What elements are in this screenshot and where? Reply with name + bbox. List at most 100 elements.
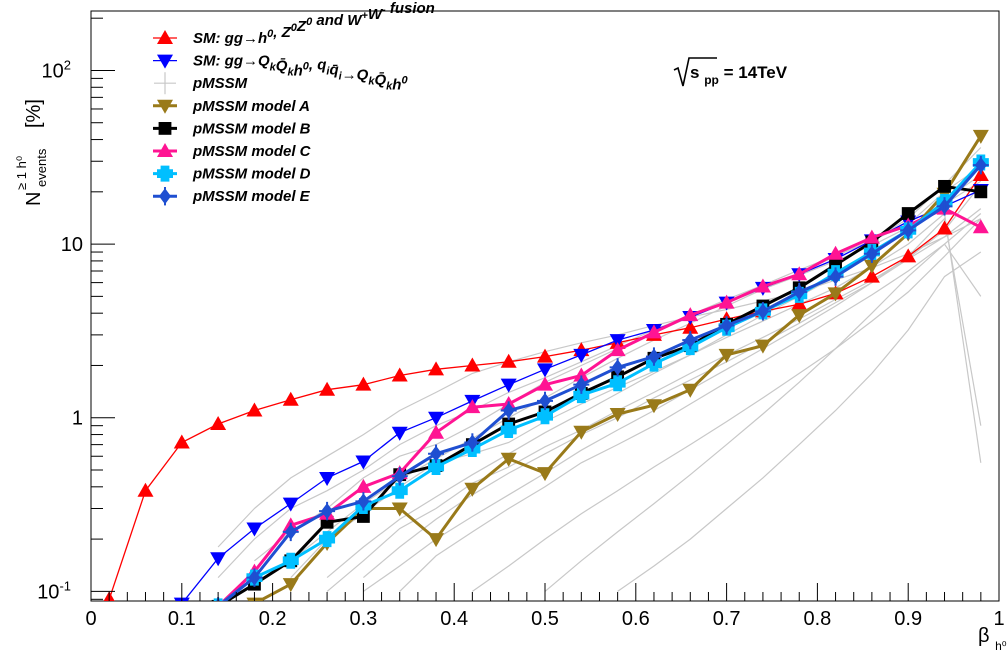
legend-label-B: pMSSM model B xyxy=(192,120,311,137)
legend-entry-sm1: SM: gg→h0, Z0Z0 and W+W- fusion xyxy=(153,0,435,47)
series-point-A xyxy=(754,339,771,354)
x-tick-label: 0 xyxy=(85,608,96,630)
series-point-C xyxy=(682,307,699,322)
legend-entry-E: pMSSM model E xyxy=(153,187,311,206)
legend-entry-D: pMSSM model D xyxy=(153,165,311,183)
legend-label-pmssm: pMSSM xyxy=(192,75,248,92)
series-point-C xyxy=(645,324,662,339)
series-point-sm1 xyxy=(428,361,445,376)
svg-text:s pp = 14TeV: s pp = 14TeV xyxy=(690,63,788,88)
y-axis-title-unit: [%] xyxy=(23,99,45,128)
series-point-E xyxy=(609,358,626,377)
legend-marker-D xyxy=(157,165,173,182)
series-point-C xyxy=(428,424,445,439)
series-point-A xyxy=(609,408,626,423)
series-point-D xyxy=(282,552,299,569)
x-axis-title-main: β xyxy=(978,625,990,647)
series-point-A xyxy=(282,578,299,593)
series-point-E xyxy=(428,444,445,463)
legend-marker-B xyxy=(158,122,172,135)
y-axis-title-sup: ≥ 1 h⁰ xyxy=(14,156,29,190)
series-point-sm1 xyxy=(791,296,808,311)
series-point-D xyxy=(500,421,517,438)
series-point-C xyxy=(791,266,808,281)
series-point-E xyxy=(464,433,481,452)
legend-entry-sm2: SM: gg→QkQ̄kh0, qiq̄i→QkQ̄kh0 xyxy=(153,53,408,94)
x-tick-label: 0.7 xyxy=(713,608,741,630)
x-tick-label: 0.4 xyxy=(440,608,468,630)
legend-marker-sm2 xyxy=(157,54,173,69)
y-axis-title-sub: events xyxy=(34,148,49,187)
legend-entry-A: pMSSM model A xyxy=(153,98,310,115)
series-point-C xyxy=(718,294,735,309)
pmssm-curve-6 xyxy=(472,218,982,592)
series-point-sm1 xyxy=(863,268,880,283)
series-point-A xyxy=(827,287,844,302)
x-axis-title-sub: h⁰ xyxy=(995,639,1007,653)
x-tick-label: 0.5 xyxy=(531,608,559,630)
series-point-B xyxy=(974,185,988,199)
series-point-sm1 xyxy=(319,381,336,396)
x-tick-label: 1 xyxy=(993,608,1004,630)
series-point-A xyxy=(500,452,517,467)
series-point-sm2 xyxy=(319,471,336,486)
series-point-sm2 xyxy=(355,455,372,470)
series-point-sm1 xyxy=(137,482,154,497)
series-point-E xyxy=(827,267,844,286)
legend-entry-B: pMSSM model B xyxy=(153,120,311,137)
series-point-E xyxy=(972,155,989,175)
series-point-D xyxy=(391,482,408,499)
series-point-D xyxy=(428,459,445,476)
series-line-B xyxy=(223,184,982,601)
series-point-A xyxy=(718,348,735,363)
series-point-C xyxy=(355,478,372,493)
series-line-D xyxy=(222,161,982,601)
series-point-C xyxy=(464,399,481,414)
y-tick-label: 10 xyxy=(61,234,83,256)
series-point-A xyxy=(863,259,880,274)
series-point-D xyxy=(609,375,626,392)
y-tick-label: 10-1 xyxy=(37,578,71,603)
series-point-C xyxy=(573,367,590,382)
series-point-B xyxy=(901,207,915,220)
y-tick-label: 1 xyxy=(72,408,83,430)
y-axis-title-main: N xyxy=(23,192,45,206)
x-tick-label: 0.3 xyxy=(349,608,377,630)
series-point-A xyxy=(428,533,445,548)
series-point-sm2 xyxy=(391,426,408,441)
series-point-A xyxy=(682,383,699,398)
series-point-E xyxy=(282,522,299,542)
series-point-E xyxy=(791,282,808,302)
series-point-sm1 xyxy=(282,391,299,406)
legend-label-A: pMSSM model A xyxy=(192,98,310,115)
series-line-E xyxy=(222,164,982,601)
series-point-sm2 xyxy=(210,552,227,567)
series-point-A xyxy=(573,425,590,440)
series-point-sm2 xyxy=(537,363,553,378)
series-point-sm2 xyxy=(282,497,299,512)
legend-label-D: pMSSM model D xyxy=(192,166,311,183)
series-point-sm1 xyxy=(936,220,953,235)
series-point-C xyxy=(863,229,880,244)
series-point-D xyxy=(573,387,590,404)
series-point-D xyxy=(319,531,336,548)
series-point-C xyxy=(537,376,553,391)
series-point-C xyxy=(609,342,626,357)
series-point-A xyxy=(464,482,481,497)
legend-entry-C: pMSSM model C xyxy=(153,143,312,160)
series-point-E xyxy=(391,467,408,486)
series-point-sm1 xyxy=(246,402,263,417)
series-point-A xyxy=(645,399,662,414)
legend-marker-C xyxy=(157,143,173,157)
series-point-C xyxy=(754,278,771,293)
series-layer xyxy=(103,129,989,601)
energy-annotation: s pp = 14TeV xyxy=(673,57,788,88)
series-point-E xyxy=(573,375,590,394)
pmssm-curve-0 xyxy=(217,218,982,548)
energy-sub: pp xyxy=(704,73,719,87)
series-point-A xyxy=(972,129,989,144)
series-point-D xyxy=(537,408,553,425)
series-point-E xyxy=(718,316,735,335)
x-axis-title: β h⁰ xyxy=(978,625,1007,653)
series-point-sm2 xyxy=(428,411,445,426)
